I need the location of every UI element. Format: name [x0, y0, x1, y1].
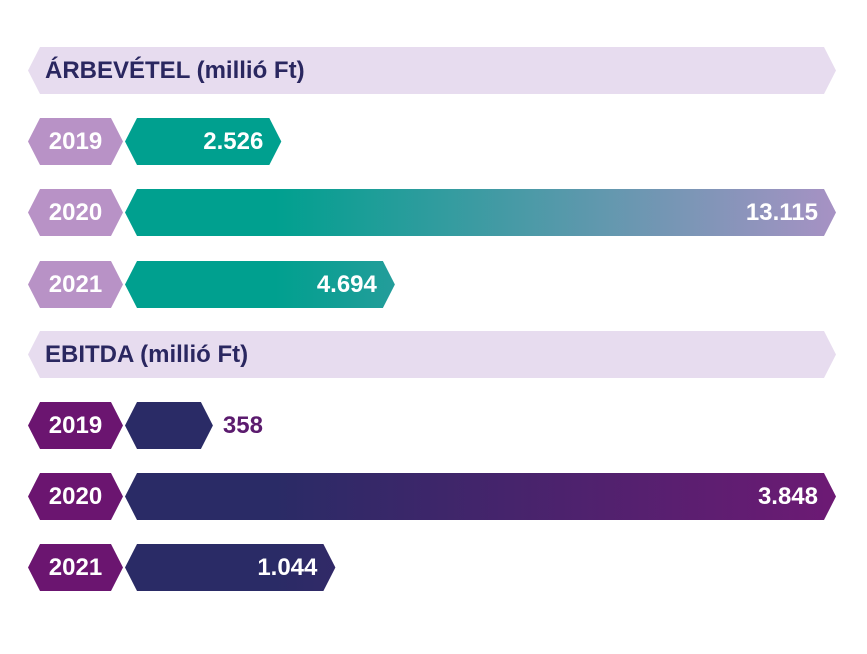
bars-arbevetel: 2.526 13.115 4.694 — [125, 118, 836, 308]
year-tag-bg — [28, 544, 123, 591]
bar-ebitda-2021 — [125, 544, 336, 591]
section-header-bg — [28, 47, 836, 94]
year-label: 2020 — [49, 483, 102, 510]
data-label: 358 — [223, 412, 263, 439]
data-label: 1.044 — [257, 554, 318, 581]
year-label: 2019 — [49, 128, 102, 155]
year-label: 2021 — [49, 271, 102, 298]
section-header-bg — [28, 331, 836, 378]
year-tag-bg — [28, 402, 123, 449]
bar-ebitda-2019 — [125, 402, 213, 449]
year-tag-bg — [28, 261, 123, 308]
year-label: 2019 — [49, 412, 102, 439]
section-header-title: ÁRBEVÉTEL (millió Ft) — [45, 56, 305, 84]
bar-ebitda-2020 — [125, 473, 836, 520]
bar-arbevetel-2019 — [125, 118, 282, 165]
year-tag-bg — [28, 189, 123, 236]
year-label: 2020 — [49, 199, 102, 226]
bars-ebitda: 358 3.848 1.044 — [125, 402, 836, 591]
data-label: 13.115 — [746, 199, 818, 226]
year-tag-bg — [28, 473, 123, 520]
bar-arbevetel-2020 — [125, 189, 836, 236]
data-label: 2.526 — [203, 128, 263, 155]
bar-arbevetel-2021 — [125, 261, 395, 308]
year-label: 2021 — [49, 554, 102, 581]
section-header-title: EBITDA (millió Ft) — [45, 341, 248, 368]
section-header-ebitda: EBITDA (millió Ft) — [28, 331, 836, 378]
section-header-arbevetel: ÁRBEVÉTEL (millió Ft) — [28, 47, 836, 94]
data-label: 4.694 — [317, 271, 378, 298]
year-tags-ebitda: 2019 2020 2021 — [28, 402, 123, 591]
year-tags-arbevetel: 2019 2020 2021 — [28, 118, 123, 308]
year-tag-bg — [28, 118, 123, 165]
data-label: 3.848 — [758, 483, 818, 510]
